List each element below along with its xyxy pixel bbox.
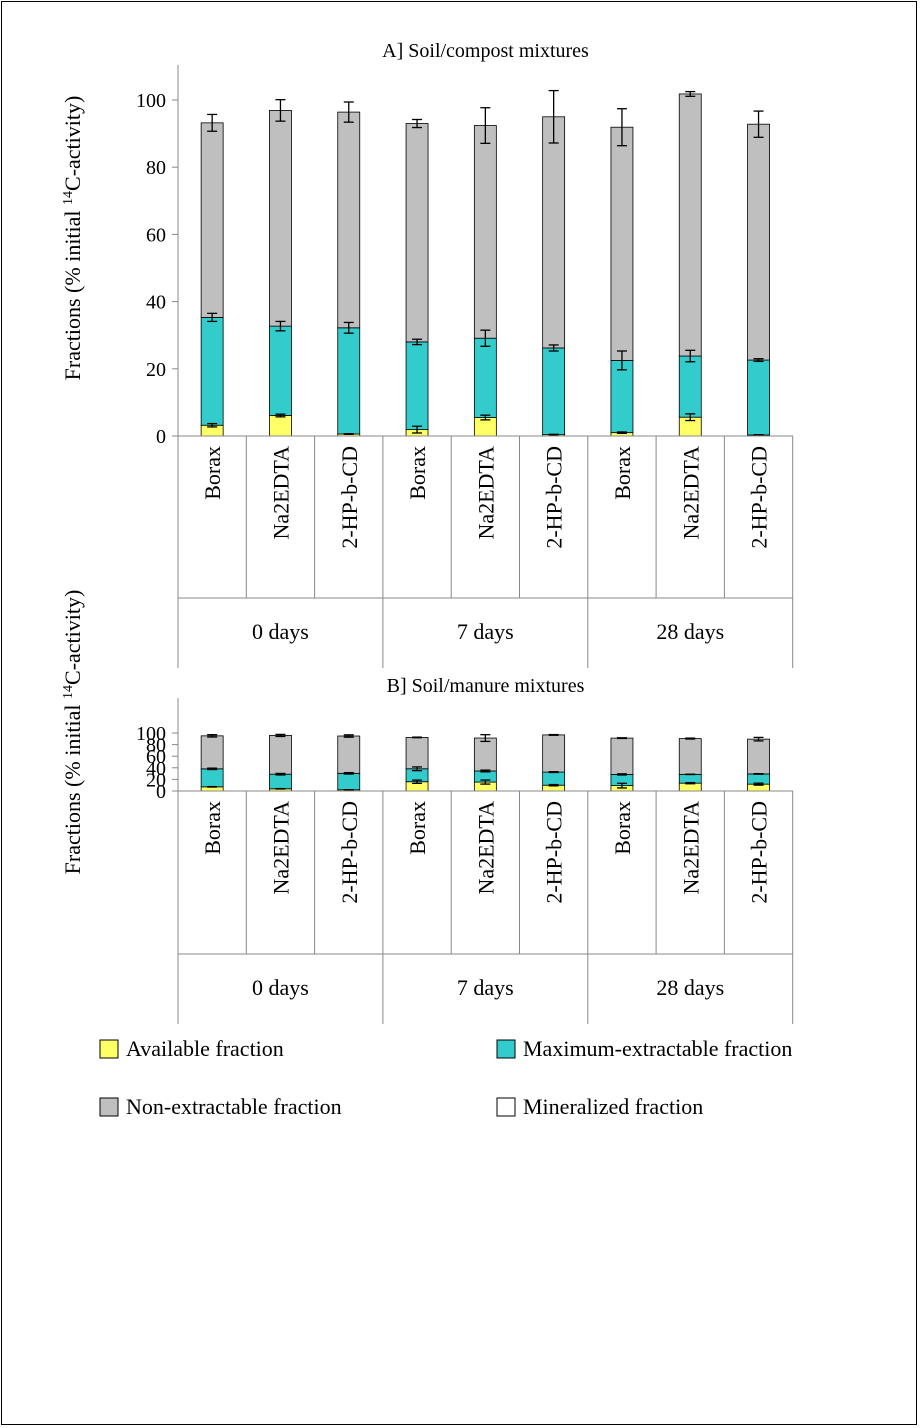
bar-segment-non-extractable-fraction xyxy=(747,738,770,775)
legend-label: Available fraction xyxy=(126,1036,284,1061)
x-category-label: Borax xyxy=(200,446,225,500)
x-group-label: 7 days xyxy=(457,975,514,1000)
bar-segment-maximum-extractable-fraction xyxy=(610,359,634,434)
x-category-label: Borax xyxy=(200,801,225,855)
y-tick-label: 60 xyxy=(146,224,166,246)
chart-title: A] Soil/compost mixtures xyxy=(382,40,589,62)
x-category-label: Na2EDTA xyxy=(473,446,498,540)
x-category-label: Na2EDTA xyxy=(473,801,498,895)
x-category-label: 2-HP-b-CD xyxy=(747,446,772,549)
y-axis-label: Fractions (% initial 14C-activity) xyxy=(60,590,85,875)
x-category-label: Na2EDTA xyxy=(678,801,703,895)
bar-segment-non-extractable-fraction xyxy=(610,126,634,361)
bar-segment-non-extractable-fraction xyxy=(473,125,497,339)
legend-swatch xyxy=(496,1039,516,1059)
x-category-label: Borax xyxy=(405,801,430,855)
legend-swatch xyxy=(99,1097,119,1117)
bar-segment-available-fraction xyxy=(269,415,292,437)
bar-segment-maximum-extractable-fraction xyxy=(405,341,429,431)
bar-segment-maximum-extractable-fraction xyxy=(542,771,566,786)
bar-segment-maximum-extractable-fraction xyxy=(269,773,292,790)
bar-segment-non-extractable-fraction xyxy=(337,111,361,329)
bar-segment-maximum-extractable-fraction xyxy=(200,316,224,426)
bar-segment-non-extractable-fraction xyxy=(405,123,429,343)
bar-segment-non-extractable-fraction xyxy=(337,735,361,774)
bar-segment-non-extractable-fraction xyxy=(678,93,702,357)
x-category-label: Na2EDTA xyxy=(268,801,293,895)
bar-segment-maximum-extractable-fraction xyxy=(678,773,702,784)
x-group-label: 7 days xyxy=(457,619,514,644)
y-tick-label: 80 xyxy=(146,157,166,179)
bar-segment-non-extractable-fraction xyxy=(747,123,770,361)
x-category-label: Na2EDTA xyxy=(268,446,293,540)
x-group-label: 0 days xyxy=(252,975,309,1000)
bar-segment-non-extractable-fraction xyxy=(610,737,634,775)
legend-label: Mineralized fraction xyxy=(523,1094,703,1119)
x-category-label: 2-HP-b-CD xyxy=(542,801,567,904)
bar-segment-non-extractable-fraction xyxy=(473,737,497,772)
bar-segment-maximum-extractable-fraction xyxy=(337,327,361,435)
x-category-label: 2-HP-b-CD xyxy=(542,446,567,549)
bar-segment-maximum-extractable-fraction xyxy=(678,355,702,418)
y-tick-label: 40 xyxy=(146,758,166,780)
bar-segment-non-extractable-fraction xyxy=(405,737,429,770)
legend-label: Maximum-extractable fraction xyxy=(523,1036,792,1061)
y-tick-label: 80 xyxy=(146,735,166,757)
bar-segment-non-extractable-fraction xyxy=(200,122,224,318)
bar-segment-maximum-extractable-fraction xyxy=(542,347,566,436)
bar-segment-maximum-extractable-fraction xyxy=(747,359,770,436)
bar-segment-maximum-extractable-fraction xyxy=(200,768,224,788)
chart-soil-manure: B] Soil/manure mixtures Fractions (% ini… xyxy=(60,590,794,1024)
x-group-label: 28 days xyxy=(656,619,724,644)
bar-segment-non-extractable-fraction xyxy=(678,738,702,775)
y-axis-label: Fractions (% initial 14C-activity) xyxy=(60,96,85,381)
x-category-label: Borax xyxy=(610,446,635,500)
bar-segment-non-extractable-fraction xyxy=(542,734,566,773)
bar-segment-non-extractable-fraction xyxy=(269,110,292,327)
y-tick-label: 0 xyxy=(156,426,166,448)
legend-swatch xyxy=(99,1039,119,1059)
legend-swatch xyxy=(496,1097,516,1117)
y-tick-label: 0 xyxy=(156,781,166,803)
chart-soil-compost: A] Soil/compost mixtures Fractions (% in… xyxy=(60,40,794,668)
y-tick-label: 20 xyxy=(146,769,166,791)
bar-segment-maximum-extractable-fraction xyxy=(269,325,292,416)
x-category-label: Borax xyxy=(610,801,635,855)
x-category-label: 2-HP-b-CD xyxy=(747,801,772,904)
y-tick-label: 100 xyxy=(136,90,166,112)
y-tick-label: 20 xyxy=(146,359,166,381)
chart-title: B] Soil/manure mixtures xyxy=(387,675,585,697)
bar-segment-non-extractable-fraction xyxy=(269,735,292,775)
y-tick-label: 40 xyxy=(146,292,166,314)
y-tick-label: 60 xyxy=(146,746,166,768)
bar-segment-maximum-extractable-fraction xyxy=(473,337,497,418)
y-tick-label: 100 xyxy=(136,723,166,745)
x-category-label: Borax xyxy=(405,446,430,500)
legend-label: Non-extractable fraction xyxy=(126,1094,342,1119)
x-category-label: 2-HP-b-CD xyxy=(337,446,362,549)
bar-segment-maximum-extractable-fraction xyxy=(337,772,361,791)
x-category-label: 2-HP-b-CD xyxy=(337,801,362,904)
x-group-label: 0 days xyxy=(252,619,309,644)
bar-segment-non-extractable-fraction xyxy=(200,735,224,770)
x-category-label: Na2EDTA xyxy=(678,446,703,540)
x-group-label: 28 days xyxy=(656,975,724,1000)
legend: Available fraction Maximum-extractable fr… xyxy=(99,1036,792,1119)
bar-segment-non-extractable-fraction xyxy=(542,116,566,349)
